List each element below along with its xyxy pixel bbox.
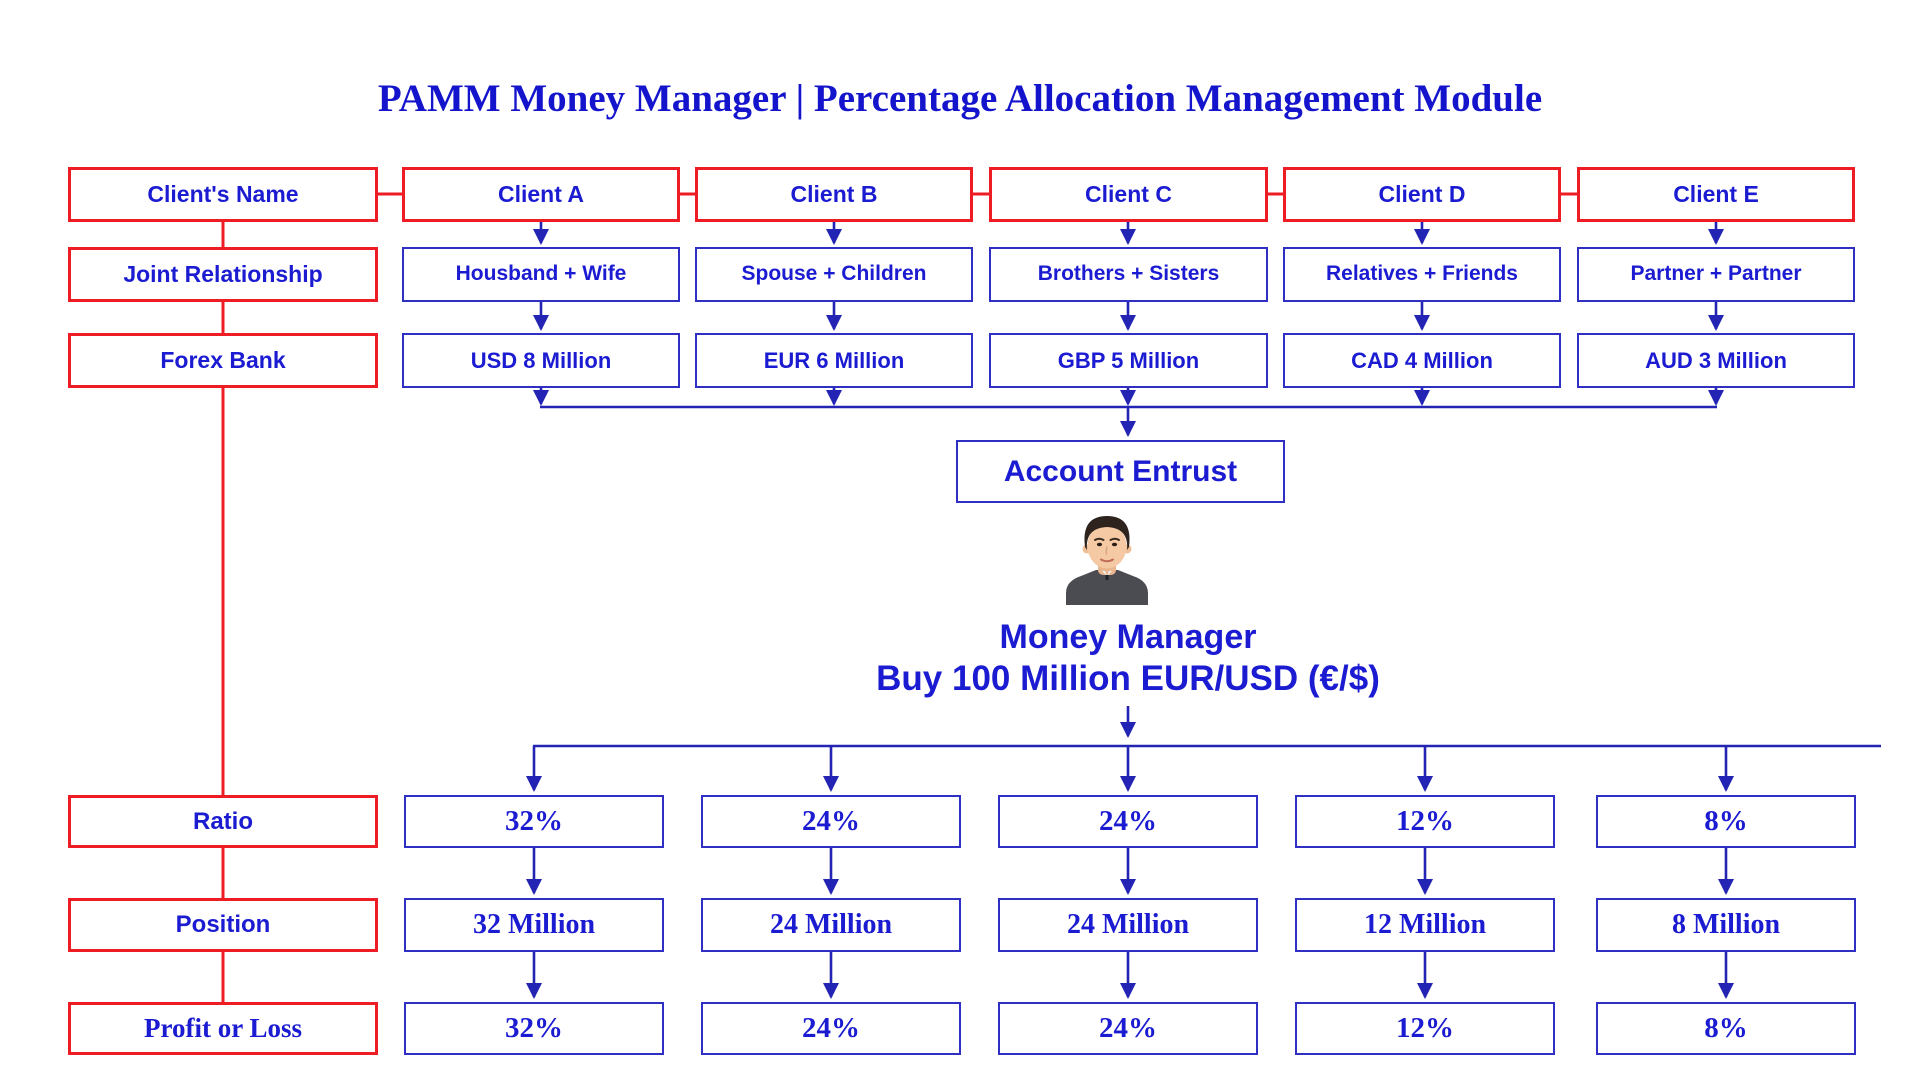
money-manager-name: Money Manager [999,618,1257,656]
ratio-label-box: Ratio [68,795,378,848]
profit-a-box: 32% [404,1002,664,1055]
relationship-a-box: Housband + Wife [402,247,680,302]
ratio-d-box: 12% [1295,795,1555,848]
profit-d-box: 12% [1295,1002,1555,1055]
profit-e-box: 8% [1596,1002,1856,1055]
relationship-b-box: Spouse + Children [695,247,973,302]
position-e-box: 8 Million [1596,898,1856,952]
forex-bank-label-box: Forex Bank [68,333,378,388]
client-a-box: Client A [402,167,680,222]
profit-or-loss-label-box: Profit or Loss [68,1002,378,1055]
position-b-box: 24 Million [701,898,961,952]
money-manager-avatar [1066,516,1148,605]
relationship-d-box: Relatives + Friends [1283,247,1561,302]
profit-c-box: 24% [998,1002,1258,1055]
ratio-e-box: 8% [1596,795,1856,848]
relationship-e-box: Partner + Partner [1577,247,1855,302]
bank-amount-e-box: AUD 3 Million [1577,333,1855,388]
ratio-b-box: 24% [701,795,961,848]
account-entrust-box: Account Entrust [956,440,1285,503]
bank-amount-d-box: CAD 4 Million [1283,333,1561,388]
ratio-a-box: 32% [404,795,664,848]
money-manager-caption: Money Manager Buy 100 Million EUR/USD (€… [778,617,1478,701]
client-c-box: Client C [989,167,1268,222]
position-a-box: 32 Million [404,898,664,952]
ratio-c-box: 24% [998,795,1258,848]
client-d-box: Client D [1283,167,1561,222]
bank-amount-a-box: USD 8 Million [402,333,680,388]
position-d-box: 12 Million [1295,898,1555,952]
bank-amount-b-box: EUR 6 Million [695,333,973,388]
position-c-box: 24 Million [998,898,1258,952]
page-title: PAMM Money Manager | Percentage Allocati… [377,77,1543,120]
profit-b-box: 24% [701,1002,961,1055]
relationship-c-box: Brothers + Sisters [989,247,1268,302]
client-b-box: Client B [695,167,973,222]
money-manager-action: Buy 100 Million EUR/USD (€/$) [876,659,1380,698]
bank-amount-c-box: GBP 5 Million [989,333,1268,388]
joint-relationship-label-box: Joint Relationship [68,247,378,302]
clients-name-label-box: Client's Name [68,167,378,222]
client-e-box: Client E [1577,167,1855,222]
position-label-box: Position [68,898,378,952]
